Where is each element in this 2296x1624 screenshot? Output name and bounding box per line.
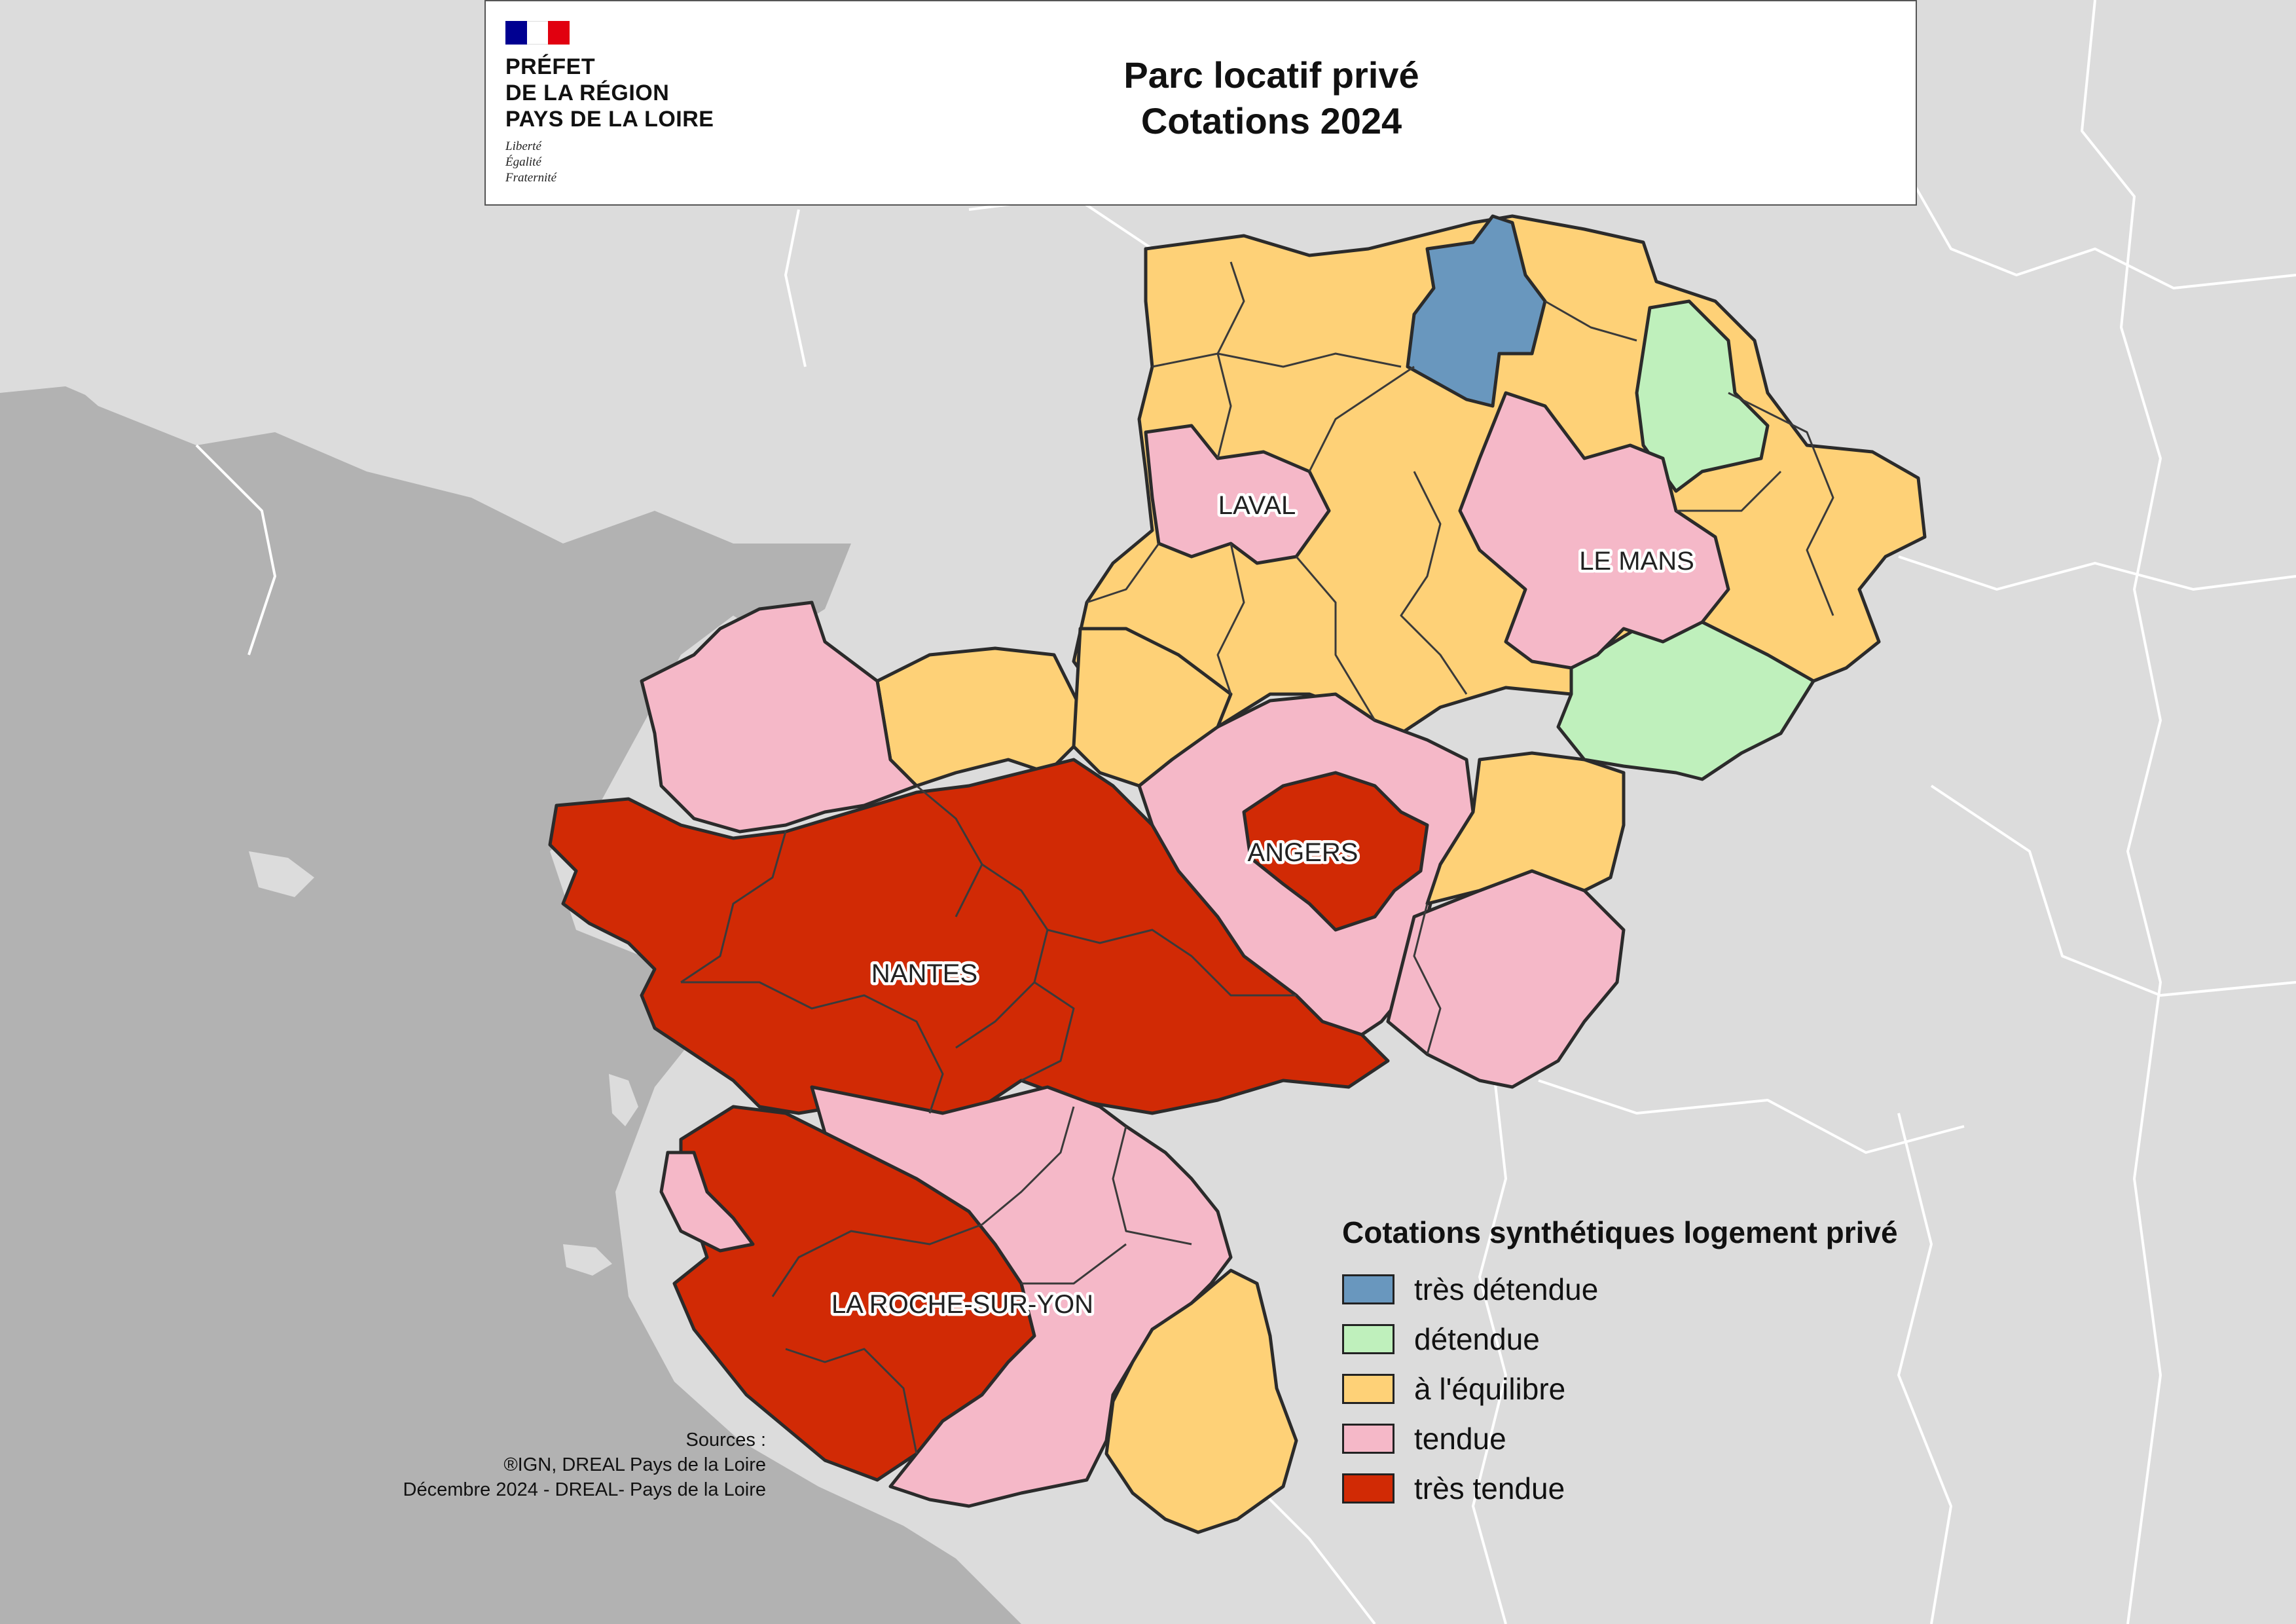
commune-border — [1295, 556, 1376, 721]
city-label-la-roche-sur-yon: LA ROCHE-SUR-YON — [831, 1290, 1093, 1319]
legend-item-tendue: tendue — [1342, 1414, 1997, 1464]
logo-line-prefet: PRÉFET — [505, 54, 596, 79]
zone-equilibre-se — [1425, 751, 1626, 906]
prefecture-logo: PRÉFET DE LA RÉGION PAYS DE LA LOIRE Lib… — [505, 21, 767, 191]
legend-swatch — [1342, 1424, 1394, 1454]
legend-item-equilibre: à l'équilibre — [1342, 1364, 1997, 1414]
neighbour-border — [1472, 1060, 1507, 1624]
city-label-angers: ANGERS — [1248, 838, 1358, 867]
commune-border — [1308, 365, 1415, 472]
zone-detendue-south — [1556, 620, 1815, 781]
zone-tres-detendue — [1406, 214, 1547, 408]
title-line-2: Cotations 2024 — [1140, 100, 1402, 141]
city-label-laval: LAVAL — [1218, 491, 1296, 520]
commune-border — [1728, 392, 1834, 616]
sources-note: Sources : ®IGN, DREAL Pays de la Loire D… — [282, 1428, 766, 1502]
zone-tendue-vendee-coast — [659, 1151, 755, 1253]
legend-swatch — [1342, 1274, 1394, 1304]
neighbour-border — [784, 209, 807, 367]
commune-border — [1086, 543, 1160, 604]
legend-swatch — [1342, 1473, 1394, 1504]
city-label-nantes: NANTES — [871, 959, 977, 988]
map-title: Parc locatif privé Cotations 2024 — [944, 52, 1599, 144]
header-panel: PRÉFET DE LA RÉGION PAYS DE LA LOIRE Lib… — [484, 0, 1917, 206]
belle-ile — [249, 851, 314, 897]
island-yeu — [563, 1244, 612, 1276]
legend-label: très détendue — [1414, 1272, 1599, 1306]
legend-label: tendue — [1414, 1422, 1506, 1456]
zone-tres-tendue-angers — [1242, 771, 1429, 932]
title-line-1: Parc locatif privé — [1123, 54, 1419, 96]
island-noirmoutier — [609, 1074, 638, 1126]
commune-border — [1400, 471, 1468, 695]
commune-border — [1047, 929, 1296, 997]
commune-border — [681, 981, 944, 1114]
neighbour-border — [195, 444, 276, 655]
legend-title: Cotations synthétiques logement privé — [1342, 1215, 1898, 1249]
commune-border — [1152, 352, 1402, 368]
french-flag-icon — [505, 21, 570, 45]
commune-border — [680, 831, 787, 984]
zone-equilibre-vendee-se — [1104, 1268, 1298, 1534]
legend-item-tres-tendue: très tendue — [1342, 1464, 1997, 1513]
motto-liberte: Liberté — [505, 139, 541, 153]
neighbour-border — [1897, 1113, 1952, 1624]
neighbour-border — [1930, 784, 2296, 997]
commune-border — [955, 863, 1049, 1049]
commune-border — [771, 1223, 983, 1297]
neighbour-border — [1897, 157, 2296, 289]
city-label-le-mans: LE MANS — [1579, 547, 1694, 576]
sources-line-1: Sources : — [685, 1430, 767, 1450]
neighbour-border — [1898, 555, 2296, 591]
neighbour-border — [1538, 1079, 1965, 1154]
legend-swatch — [1342, 1324, 1394, 1354]
commune-border — [1676, 470, 1782, 512]
legend-item-tres-detendue: très détendue — [1342, 1264, 1997, 1314]
zone-tres-tendue-nantes — [548, 758, 1390, 1128]
logo-line-region: DE LA RÉGION — [505, 81, 670, 105]
sources-line-2: ®IGN, DREAL Pays de la Loire — [503, 1454, 766, 1475]
commune-border — [1112, 1126, 1192, 1246]
legend-item-detendue: détendue — [1342, 1314, 1997, 1364]
commune-border — [1413, 903, 1442, 1055]
legend-label: très tendue — [1414, 1471, 1565, 1505]
neighbour-border — [2081, 0, 2162, 1624]
commune-border — [785, 1348, 918, 1454]
commune-border — [1021, 981, 1075, 1082]
northern-coast-land — [0, 210, 746, 511]
commune-border — [1021, 1243, 1127, 1285]
zone-equilibre-segre — [1072, 627, 1233, 788]
legend-swatch — [1342, 1374, 1394, 1404]
sources-line-3: Décembre 2024 - DREAL- Pays de la Loire — [403, 1479, 766, 1500]
legend-label: détendue — [1414, 1322, 1540, 1356]
logo-line-pays-de-la-loire: PAYS DE LA LOIRE — [505, 107, 714, 132]
motto-egalite: Égalité — [505, 155, 541, 169]
zone-tendue-vendee — [810, 1085, 1233, 1508]
commune-border — [981, 1106, 1075, 1226]
legend-label: à l'équilibre — [1414, 1372, 1566, 1406]
commune-border — [1544, 300, 1637, 342]
motto-fraternite: Fraternité — [505, 171, 557, 185]
zone-detendue-north — [1635, 299, 1770, 493]
commune-border — [916, 784, 983, 917]
commune-border — [1216, 543, 1245, 695]
zone-tendue-le-mans — [1458, 391, 1730, 670]
legend: Cotations synthétiques logement privé tr… — [1342, 1215, 1997, 1513]
